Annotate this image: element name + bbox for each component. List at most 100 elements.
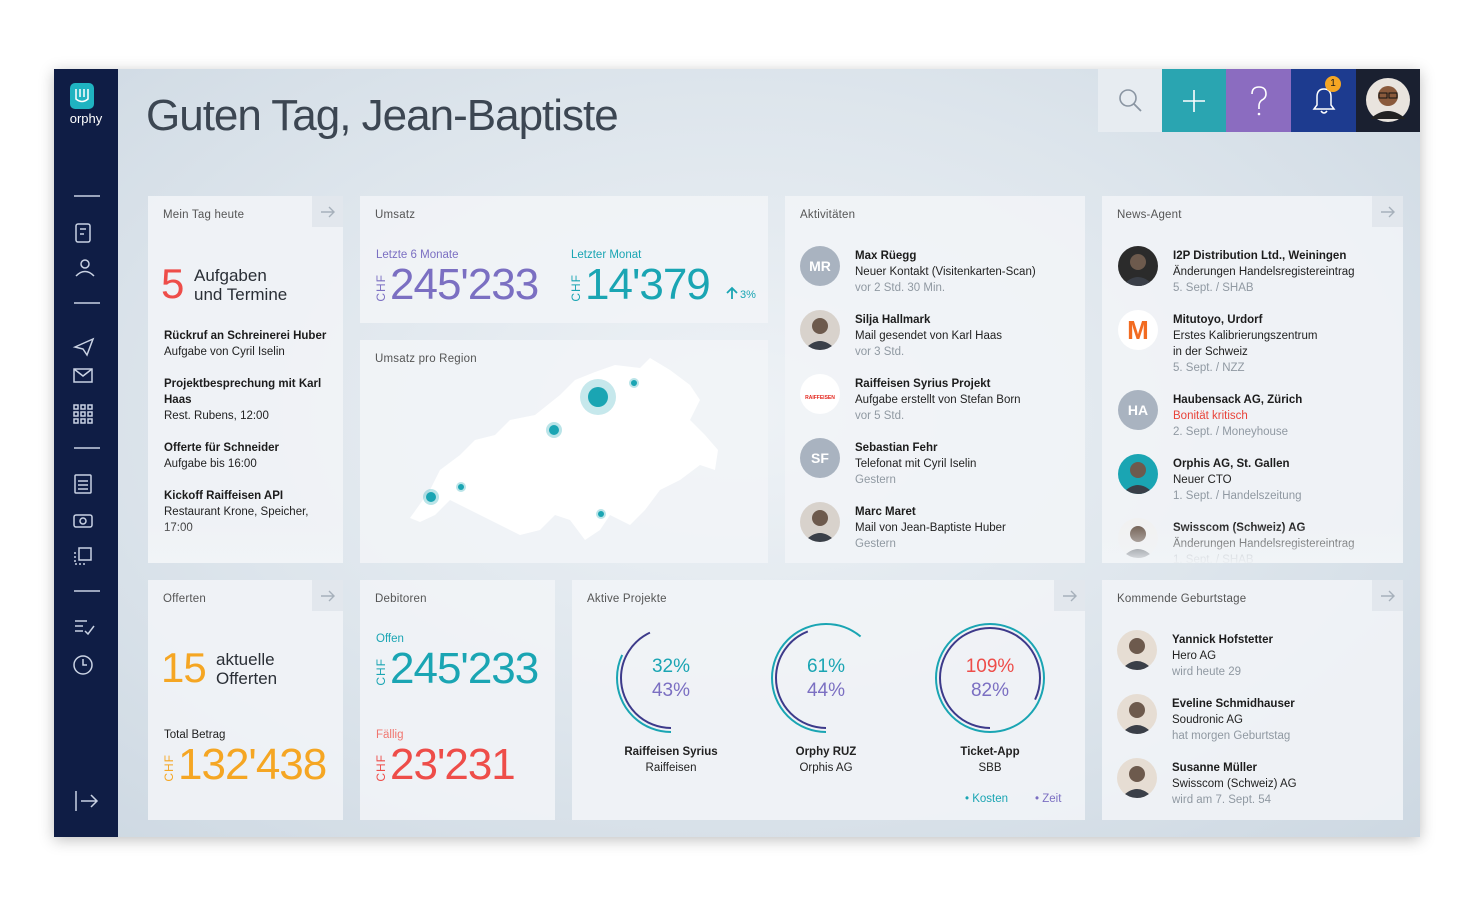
due-amount: CHF23'231 [374, 740, 516, 790]
help-button[interactable] [1226, 69, 1291, 132]
period-label: Letzter Monat [571, 249, 642, 261]
add-button[interactable] [1162, 69, 1227, 132]
news-card: News-Agent I2P Distribution Ltd., Weinin… [1102, 196, 1403, 563]
open-button[interactable] [312, 196, 343, 227]
logo-text: M [1127, 315, 1149, 345]
cost-ring [771, 623, 881, 733]
arrow-icon [1381, 206, 1395, 218]
label-line: Aufgaben [194, 266, 267, 285]
activity-name: Sebastian Fehr [855, 442, 938, 454]
birthday-company: Soudronic AG [1172, 714, 1243, 726]
activity-name: Max Rüegg [855, 250, 917, 262]
news-source: 5. Sept. / SHAB [1173, 282, 1254, 294]
photo [804, 318, 836, 350]
activity-name: Silja Hallmark [855, 314, 931, 326]
revenue-card: Umsatz Letzte 6 Monate CHF245'233 Letzte… [360, 196, 768, 323]
profile-avatar [1366, 78, 1410, 122]
card-title: Umsatz [375, 209, 416, 221]
time-ring [620, 627, 722, 729]
photo-body [804, 341, 836, 350]
arrow-shape [1381, 206, 1395, 218]
activity-item: MR Max Rüegg Neuer Kontakt (Visitenkarten-… [800, 246, 1080, 296]
task-list: Rückruf an Schreinerei Huber Aufgabe von … [164, 328, 329, 552]
avatar-initials: MR [809, 258, 831, 274]
photo [1121, 766, 1153, 798]
photo-body [1121, 789, 1153, 798]
news-item: HA Haubensack AG, Zürich Bonität kritisch 2… [1118, 390, 1398, 440]
revenue-amount: CHF14'379 [569, 260, 711, 310]
total-label: Total Betrag [164, 729, 226, 741]
arrow-icon [1063, 590, 1077, 602]
birthday-item: Eveline Schmidhauser Soudronic AG hat morg… [1117, 694, 1397, 744]
card-title: Kommende Geburtstage [1117, 593, 1247, 605]
birthday-note: hat morgen Geburtstag [1172, 730, 1291, 742]
open-button[interactable] [1054, 580, 1085, 611]
photo-body [1121, 661, 1153, 670]
project-company: Orphis AG [799, 762, 853, 774]
notifications-button[interactable]: 1 [1291, 69, 1356, 132]
legend-time: • Zeit [1035, 793, 1062, 805]
map-shape [410, 358, 718, 540]
project-company: Raiffeisen [645, 762, 697, 774]
activity-time: vor 3 Std. [855, 346, 905, 358]
photo-body [804, 533, 836, 542]
news-name: Mitutoyo, Urdorf [1173, 314, 1263, 326]
search-button[interactable] [1098, 69, 1163, 132]
photo [1121, 702, 1153, 734]
news-name: I2P Distribution Ltd., Weiningen [1173, 250, 1347, 262]
project-name: Ticket-App [960, 746, 1020, 758]
photo-head [1129, 638, 1145, 654]
help-icon [1251, 86, 1267, 116]
arrow-shape [321, 206, 335, 218]
profile-button[interactable] [1356, 69, 1420, 132]
avatar [800, 310, 840, 350]
cost-label: 61% [806, 656, 846, 677]
period-label: Letzte 6 Monate [376, 249, 459, 261]
activity-time: vor 5 Std. [855, 410, 905, 422]
brand-name: orphy [69, 111, 103, 126]
label-line: Offerten [216, 669, 278, 688]
label-line: aktuelle [216, 650, 275, 669]
news-text: in der Schweiz [1173, 346, 1248, 358]
open-button[interactable] [1372, 196, 1403, 227]
news-source: 2. Sept. / Moneyhouse [1173, 426, 1289, 438]
logo-text: RAIFFEISEN [805, 395, 835, 401]
task-count: 5 [161, 260, 184, 307]
task-item: Rückruf an Schreinerei Huber Aufgabe von … [164, 328, 329, 360]
photo-head [1130, 462, 1146, 478]
arrow-shape [1381, 590, 1395, 602]
photo-head [1130, 254, 1146, 270]
photo-head [812, 318, 828, 334]
activity-text: Neuer Kontakt (Visitenkarten-Scan) [855, 266, 1036, 278]
card-title: News-Agent [1117, 209, 1182, 221]
open-button[interactable] [1372, 580, 1403, 611]
legend-label: Zeit [1042, 793, 1062, 805]
time-ring [775, 627, 877, 729]
amount: 23'231 [390, 740, 516, 789]
currency: CHF [569, 273, 583, 302]
task-title: Offerte für Schneider [164, 442, 280, 454]
photo-head [1129, 766, 1145, 782]
activity-item: SF Sebastian Fehr Telefonat mit Cyril Isel… [800, 438, 1080, 488]
photo [804, 510, 836, 542]
cost-label: 32% [651, 656, 691, 677]
due-label: Fällig [376, 729, 404, 741]
news-source: 5. Sept. / NZZ [1173, 362, 1245, 374]
card-title: Offerten [163, 593, 206, 605]
region-card: Umsatz pro Region [360, 340, 768, 563]
birthday-name: Susanne Müller [1172, 762, 1257, 774]
birthday-company: Swisscom (Schweiz) AG [1172, 778, 1297, 790]
time-label: 43% [651, 680, 691, 701]
photo-body [1122, 277, 1154, 286]
photo [1121, 638, 1153, 670]
open-button[interactable] [312, 580, 343, 611]
task-count-label: Aufgaben und Termine [194, 266, 287, 304]
card-title: Mein Tag heute [163, 209, 245, 221]
offers-card: Offerten 15 aktuelle Offerten Total Betra… [148, 580, 343, 820]
photo-body [1122, 485, 1154, 494]
photo-head [812, 510, 828, 526]
sidebar: orphy [54, 69, 118, 837]
currency: CHF [374, 657, 388, 686]
time-label: 44% [806, 680, 846, 701]
avatar [1118, 454, 1158, 494]
